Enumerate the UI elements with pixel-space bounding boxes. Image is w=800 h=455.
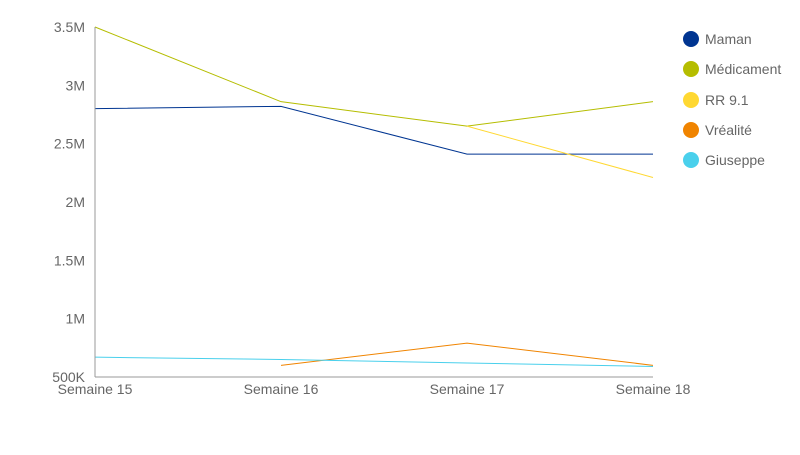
- y-tick-label: 2M: [66, 194, 85, 210]
- legend-item[interactable]: RR 9.1: [683, 85, 800, 115]
- series-layer: [94, 26, 654, 367]
- y-tick-label: 3.5M: [54, 19, 85, 35]
- y-tick-label: 2.5M: [54, 136, 85, 152]
- legend-item[interactable]: Maman: [683, 24, 800, 54]
- x-tick-label: Semaine 18: [616, 381, 691, 397]
- legend-label: Maman: [705, 31, 752, 48]
- legend-swatch-icon: [683, 31, 699, 48]
- y-tick-label: 3M: [66, 77, 85, 93]
- y-tick-label: 1.5M: [54, 252, 85, 268]
- x-axis-ticks: Semaine 15 Semaine 16 Semaine 17 Semaine 18: [58, 381, 691, 397]
- y-tick-label: 1M: [66, 311, 85, 327]
- series-line-1: [94, 105, 653, 155]
- x-tick-label: Semaine 17: [430, 381, 505, 397]
- legend-label: Giuseppe: [705, 152, 765, 169]
- legend-label: RR 9.1: [705, 91, 749, 108]
- series-line-2: [94, 26, 654, 127]
- series-line-3: [466, 125, 654, 178]
- legend-item[interactable]: Giuseppe: [683, 145, 800, 175]
- y-axis-ticks: 500K 1M 1.5M 2M 2.5M 3M 3.5M: [52, 19, 85, 385]
- legend-item[interactable]: Vréalité: [683, 115, 800, 145]
- chart-legend: Maman Médicament RR 9.1 Vréalité Giuseppe: [683, 24, 800, 175]
- legend-swatch-icon: [683, 152, 699, 169]
- legend-swatch-icon: [683, 121, 699, 138]
- legend-label: Médicament: [705, 61, 782, 78]
- legend-swatch-icon: [683, 91, 699, 108]
- series-line-5: [94, 356, 654, 367]
- y-tick-label: 500K: [52, 369, 85, 385]
- series-line-4: [280, 342, 654, 366]
- legend-label: Vréalité: [705, 121, 752, 138]
- x-tick-label: Semaine 16: [244, 381, 319, 397]
- x-tick-label: Semaine 15: [58, 381, 133, 397]
- legend-item[interactable]: Médicament: [683, 54, 800, 84]
- legend-swatch-icon: [683, 61, 699, 78]
